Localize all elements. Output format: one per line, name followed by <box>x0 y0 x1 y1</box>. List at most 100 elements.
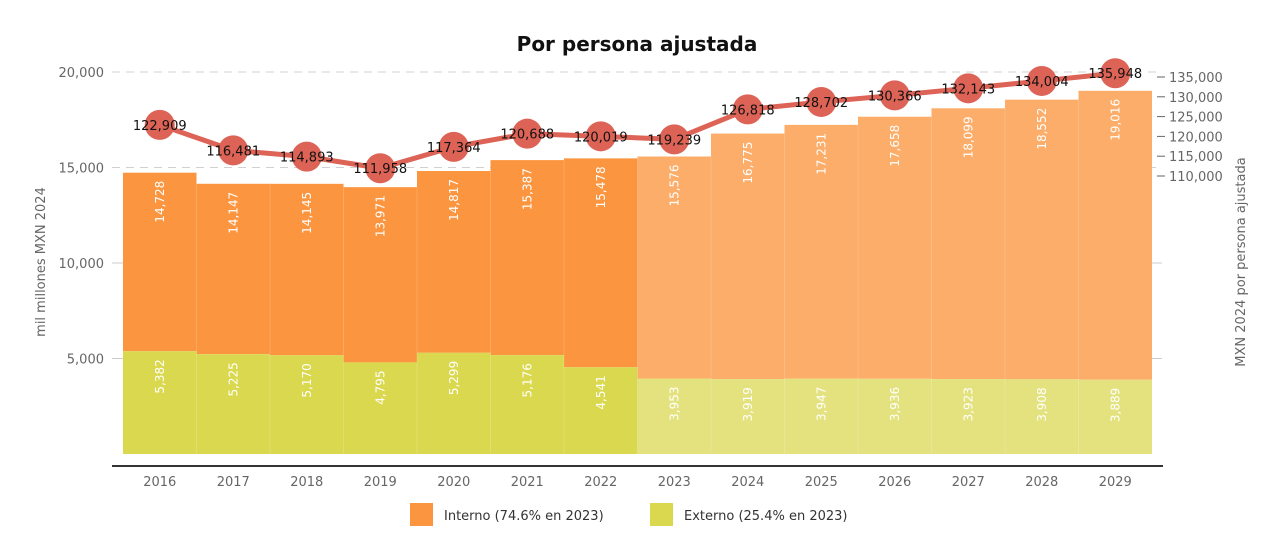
legend-label-interno: Interno (74.6% en 2023) <box>444 509 604 524</box>
bar-label-interno: 18,099 <box>961 116 975 158</box>
line-point-label: 122,909 <box>133 119 187 134</box>
line-point-2021[interactable] <box>512 118 543 149</box>
legend-swatch-externo <box>650 503 673 526</box>
bar-label-interno: 19,016 <box>1108 99 1122 141</box>
line-point-label: 130,366 <box>868 89 922 104</box>
x-tick-label: 2018 <box>290 475 323 490</box>
line-point-label: 116,481 <box>206 144 260 159</box>
line-point-label: 120,688 <box>500 128 554 143</box>
line-point-label: 114,893 <box>280 151 334 166</box>
bar-labels: 14,728 5,382 14,147 5,225 14,145 5,170 13,971 4… <box>153 99 1123 422</box>
bar-label-externo: 3,923 <box>961 387 975 421</box>
bar-externo-2017 <box>196 354 270 454</box>
line-point-2016[interactable] <box>144 109 175 140</box>
bar-label-interno: 15,576 <box>667 164 681 206</box>
bar-label-interno: 17,658 <box>888 125 902 167</box>
bar-label-externo: 3,936 <box>888 387 902 421</box>
x-axis: 2016 2017 2018 2019 2020 2021 2022 2023 2024 2025… <box>112 465 1163 490</box>
bar-label-externo: 4,795 <box>373 370 387 404</box>
x-tick-label: 2017 <box>217 475 250 490</box>
line-point-label: 134,004 <box>1015 75 1069 90</box>
legend-item-externo[interactable]: Externo (25.4% en 2023) <box>650 503 847 526</box>
bar-label-interno: 14,145 <box>300 192 314 234</box>
line-point-label: 132,143 <box>941 82 995 97</box>
bar-interno-2028 <box>1005 99 1079 380</box>
x-tick-label: 2029 <box>1099 475 1132 490</box>
line-point-2028[interactable] <box>1026 65 1057 96</box>
bar-label-interno: 14,817 <box>447 179 461 221</box>
bar-label-externo: 5,225 <box>226 362 240 396</box>
bar-label-interno: 15,478 <box>594 166 608 208</box>
bar-label-externo: 3,889 <box>1108 388 1122 422</box>
bar-interno-2016 <box>123 172 197 352</box>
line-point-2017[interactable] <box>218 135 249 166</box>
y-left-tick-label: 20,000 <box>59 66 105 81</box>
line-point-label: 135,948 <box>1088 67 1142 82</box>
bar-externo-2023 <box>637 378 711 454</box>
bar-interno-2024 <box>711 133 785 380</box>
bar-label-interno: 14,147 <box>226 192 240 234</box>
bar-externo-2029 <box>1078 379 1152 454</box>
legend-swatch-interno <box>410 503 433 526</box>
line-point-2022[interactable] <box>585 121 616 152</box>
bar-interno-2029 <box>1078 90 1152 380</box>
bar-label-externo: 5,299 <box>447 361 461 395</box>
line-point-2018[interactable] <box>291 141 322 172</box>
bar-label-interno: 16,775 <box>741 142 755 184</box>
bar-interno-2023 <box>637 156 711 379</box>
bar-label-externo: 3,919 <box>741 387 755 421</box>
line-point-2019[interactable] <box>365 153 396 184</box>
bar-interno-2018 <box>270 183 344 356</box>
bar-externo-2020 <box>417 352 491 454</box>
x-tick-label: 2020 <box>437 475 470 490</box>
bar-externo-2021 <box>490 355 564 454</box>
line-point-2023[interactable] <box>659 124 690 155</box>
bar-externo-2028 <box>1005 379 1079 454</box>
bar-externo-2027 <box>931 379 1005 454</box>
bar-interno-2027 <box>931 108 1005 380</box>
y-axis-left: 5,000 10,000 15,000 20,000 <box>59 66 1162 368</box>
legend-label-externo: Externo (25.4% en 2023) <box>684 509 847 524</box>
y-right-tick-label: 110,000 <box>1169 170 1223 185</box>
y-axis-right: 110,000 115,000 120,000 125,000 130,000 135,0… <box>1157 71 1223 185</box>
line-point-label: 128,702 <box>794 96 848 111</box>
line-point-2029[interactable] <box>1100 58 1131 89</box>
bar-label-externo: 3,947 <box>814 387 828 421</box>
x-tick-label: 2019 <box>364 475 397 490</box>
bar-interno-2025 <box>784 124 858 379</box>
legend-item-interno[interactable]: Interno (74.6% en 2023) <box>410 503 604 526</box>
x-tick-label: 2027 <box>952 475 985 490</box>
bar-label-interno: 15,387 <box>520 168 534 210</box>
line-point-label: 120,019 <box>574 130 628 145</box>
bar-externo-2018 <box>270 355 344 454</box>
y-right-tick-label: 115,000 <box>1169 150 1223 165</box>
bar-label-interno: 17,231 <box>814 133 828 175</box>
y-right-tick-label: 125,000 <box>1169 111 1223 126</box>
y-axis-right-title: MXN 2024 por persona ajustada <box>1234 157 1249 366</box>
bar-externo-2024 <box>711 379 785 454</box>
bar-interno-2021 <box>490 160 564 356</box>
line-point-2027[interactable] <box>953 73 984 104</box>
bar-interno-2020 <box>417 170 491 353</box>
line-point-label: 119,239 <box>647 133 701 148</box>
line-point-2020[interactable] <box>438 131 469 162</box>
bar-externo-2016 <box>123 351 197 454</box>
x-tick-label: 2026 <box>878 475 911 490</box>
bar-externo-2025 <box>784 378 858 454</box>
y-axis-left-title: mil millones MXN 2024 <box>34 187 49 337</box>
x-tick-label: 2028 <box>1025 475 1058 490</box>
x-tick-label: 2016 <box>143 475 176 490</box>
x-tick-label: 2023 <box>658 475 691 490</box>
y-right-tick-label: 120,000 <box>1169 130 1223 145</box>
line-point-label: 111,958 <box>353 162 407 177</box>
line-point-2025[interactable] <box>806 86 837 117</box>
y-left-tick-label: 5,000 <box>67 353 104 368</box>
line-point-2026[interactable] <box>879 80 910 111</box>
line-point-2024[interactable] <box>732 94 763 125</box>
bar-label-interno: 13,971 <box>373 195 387 237</box>
bar-interno-2026 <box>858 116 932 379</box>
y-left-tick-label: 15,000 <box>59 162 105 177</box>
bar-label-externo: 3,953 <box>667 386 681 420</box>
x-tick-label: 2024 <box>731 475 764 490</box>
